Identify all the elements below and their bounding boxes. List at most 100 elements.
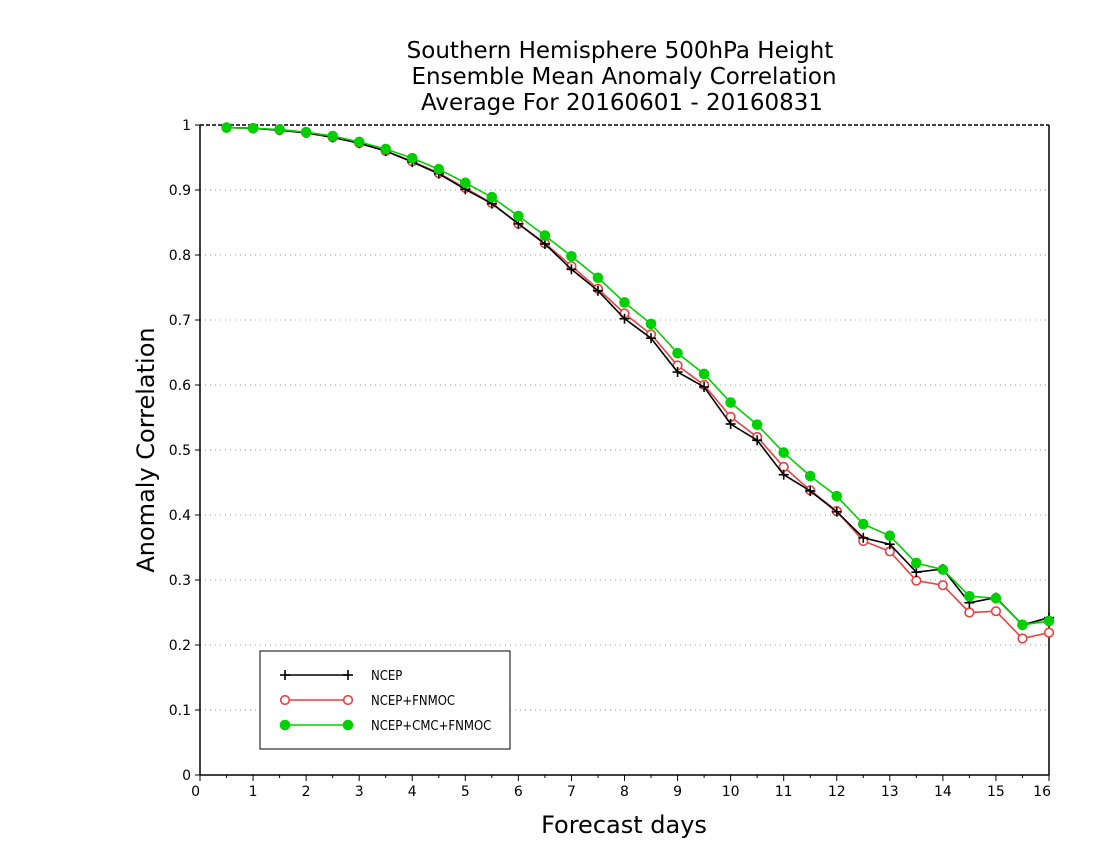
data-point (353, 136, 365, 148)
data-point (460, 177, 471, 189)
data-point (964, 607, 975, 618)
data-point (778, 469, 789, 480)
x-tick-label-11: 11 (775, 784, 793, 800)
data-point (566, 250, 577, 262)
legend-item-2: NCEP+CMC+FNMOC (279, 719, 491, 734)
data-point (380, 143, 392, 155)
data-point (619, 313, 630, 324)
data-point (911, 575, 922, 586)
data-point (619, 297, 630, 308)
data-point (699, 381, 710, 392)
data-point (964, 590, 975, 602)
y-tick-label-9: 0.9 (169, 183, 191, 199)
x-tick-label-2: 2 (302, 784, 311, 800)
data-point (937, 580, 948, 591)
legend-marker-end (342, 719, 354, 731)
chart-title-line-1: Southern Hemisphere 500hPa Height (407, 38, 834, 64)
series-ncep (221, 122, 1054, 630)
x-tick-label-15: 15 (987, 784, 1005, 800)
x-tick-label-6: 6 (514, 784, 523, 800)
chart-title-line-2: Ensemble Mean Anomaly Correlation (411, 64, 836, 90)
y-tick-label-3: 0.3 (169, 573, 191, 589)
data-point (1017, 619, 1028, 631)
legend-marker-start (280, 670, 290, 680)
data-point (274, 124, 285, 135)
data-point (592, 272, 604, 284)
x-axis-label: Forecast days (541, 811, 707, 839)
data-point (300, 126, 312, 138)
x-tick-label-4: 4 (408, 784, 417, 800)
legend-marker-start (279, 719, 291, 731)
data-point (486, 191, 498, 203)
data-point (831, 506, 842, 517)
x-tick-label-1: 1 (249, 784, 258, 800)
y-tick-label-5: 0.5 (169, 443, 191, 459)
legend-label: NCEP+FNMOC (371, 694, 455, 709)
data-point (778, 447, 789, 458)
legend-item-0: NCEP (280, 669, 402, 684)
y-tick-label-1: 0.1 (169, 703, 191, 719)
y-tick-label-7: 0.7 (169, 313, 191, 329)
x-tick-label-10: 10 (722, 784, 740, 800)
series-line (226, 126, 1050, 640)
series-ncep-fnmoc (221, 122, 1055, 644)
legend-marker-start (279, 694, 291, 706)
data-point (990, 592, 1002, 604)
data-point (327, 130, 338, 142)
data-point (858, 532, 869, 543)
data-point (805, 485, 816, 496)
data-point (751, 419, 763, 430)
series-layer (221, 122, 1055, 644)
x-tick-label-16: 16 (1033, 784, 1051, 800)
data-point (1043, 615, 1055, 627)
series-ncep-cmc-fnmoc (221, 122, 1055, 631)
data-point (725, 397, 736, 408)
legend-marker-end (343, 670, 353, 680)
data-point (831, 490, 843, 502)
data-point (857, 518, 869, 530)
y-tick-label-4: 0.4 (169, 508, 191, 524)
data-point (247, 122, 259, 134)
x-tick-label-5: 5 (461, 784, 470, 800)
data-point (406, 152, 418, 164)
legend-label: NCEP (371, 669, 402, 684)
data-point (1017, 633, 1028, 644)
x-tick-label-8: 8 (620, 784, 629, 800)
y-tick-label-2: 0.2 (169, 638, 191, 654)
data-point (911, 567, 922, 578)
data-point (1043, 627, 1055, 638)
data-point (937, 564, 949, 575)
y-tick-label-0: 0 (182, 768, 191, 784)
y-tick-label-8: 0.8 (169, 248, 191, 264)
series-line (226, 126, 1050, 626)
y-axis-label: Anomaly Correlation (132, 327, 160, 572)
data-point (911, 557, 922, 569)
data-point (672, 367, 683, 377)
x-tick-label-3: 3 (355, 784, 364, 800)
axes: 00.10.20.30.40.50.60.70.80.910 1 2 3 4 5 6 7 8 9 1… (169, 118, 1051, 800)
data-point (513, 210, 524, 222)
data-point (566, 264, 577, 275)
x-tick-label-0: 0 (191, 784, 200, 800)
x-tick-label-12: 12 (828, 784, 846, 800)
x-tick-label-13: 13 (881, 784, 899, 800)
data-point (725, 419, 736, 429)
x-tick-label-14: 14 (934, 784, 952, 800)
data-point (592, 285, 603, 296)
y-tick-label-10: 1 (182, 118, 191, 134)
data-point (698, 368, 710, 380)
data-point (646, 333, 657, 344)
gridlines (200, 189, 1049, 711)
data-point (752, 435, 763, 446)
legend-label: NCEP+CMC+FNMOC (371, 719, 491, 734)
data-point (645, 318, 657, 330)
legend-item-1: NCEP+FNMOC (279, 694, 455, 709)
data-point (433, 163, 445, 175)
x-tick-label-9: 9 (673, 784, 682, 800)
data-point (539, 230, 551, 241)
x-tick-label-7: 7 (567, 784, 576, 800)
series-line (226, 126, 1050, 626)
data-point (672, 347, 683, 359)
chart-title-line-3: Average For 20160601 - 20160831 (421, 90, 823, 116)
